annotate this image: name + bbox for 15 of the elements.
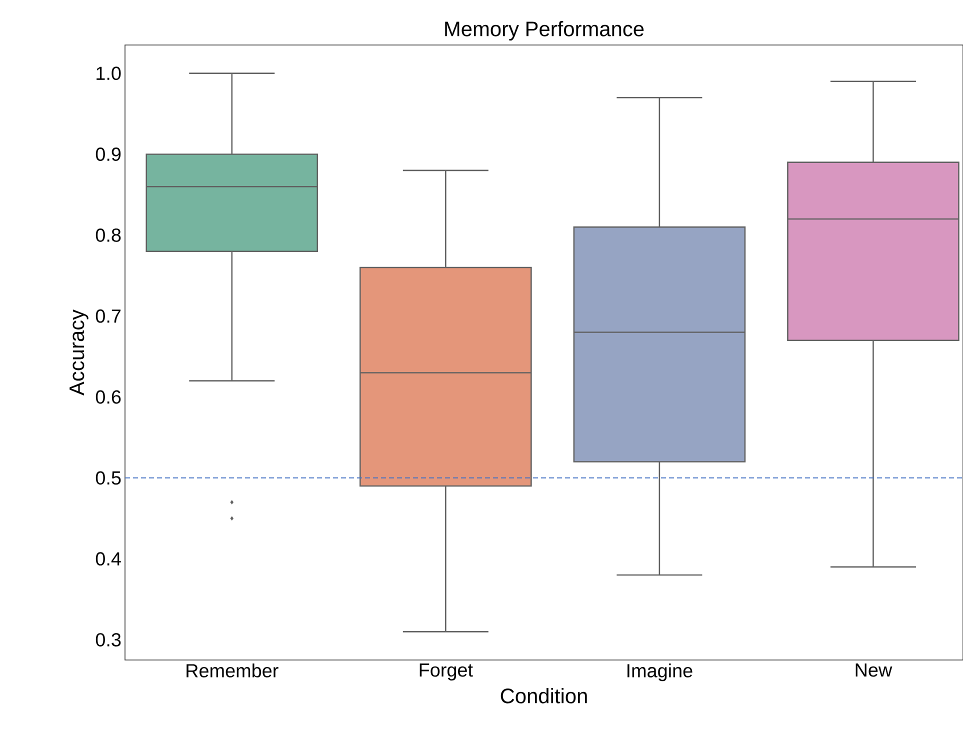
x-tick-label: New: [856, 664, 892, 677]
y-tick-label: 1.0: [96, 66, 121, 80]
y-tick-label: 0.3: [96, 633, 121, 646]
x-axis-title: Condition: [500, 688, 587, 704]
y-tick-label: 0.8: [96, 228, 121, 242]
y-axis-title: Accuracy: [70, 310, 88, 396]
y-tick-label: 0.9: [96, 148, 121, 161]
x-tick-label: Imagine: [628, 664, 692, 682]
y-tick-label: 0.4: [96, 552, 121, 566]
y-tick-label: 0.7: [96, 309, 121, 323]
y-tick-label: 0.5: [96, 471, 121, 485]
x-tick-label: Remember: [186, 664, 278, 678]
y-tick-label: 0.6: [96, 390, 121, 404]
chart-title: Memory Performance: [445, 21, 644, 40]
x-tick-label: Forget: [420, 664, 473, 680]
